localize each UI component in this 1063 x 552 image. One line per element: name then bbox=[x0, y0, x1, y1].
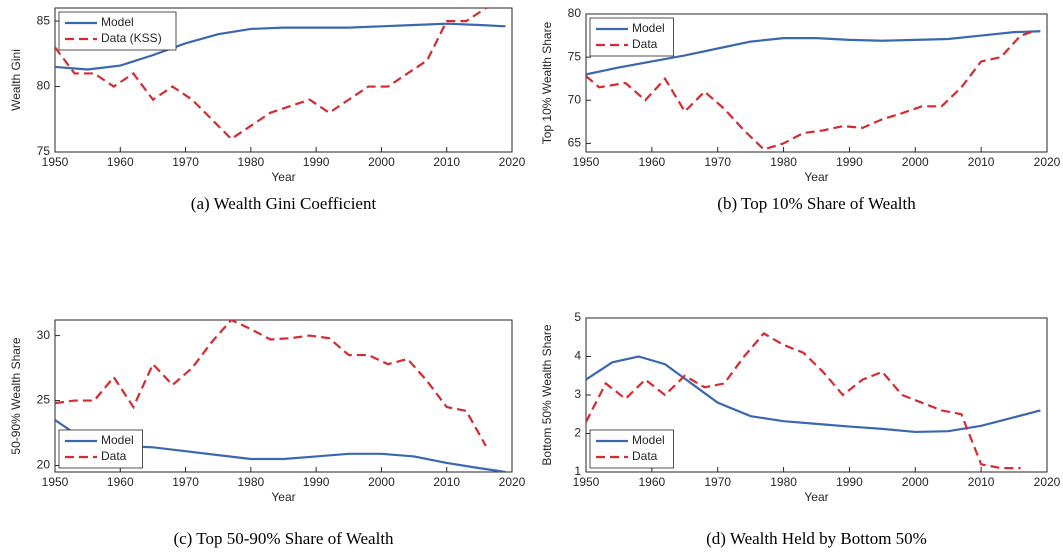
legend-label: Model bbox=[632, 21, 665, 35]
subplot: 1950 1960 1970 1980 1990 2000 2010 2020202530Ye… bbox=[9, 319, 526, 548]
y-tick-label: 70 bbox=[568, 92, 582, 106]
legend-label: Model bbox=[101, 15, 134, 29]
x-axis-label: Year bbox=[804, 170, 828, 184]
legend-box bbox=[589, 17, 674, 57]
x-tick-label: 1980 bbox=[770, 155, 797, 169]
x-tick-label: 2000 bbox=[902, 155, 929, 169]
subplot: 1950 1960 1970 1980 1990 2000 2010 2020 75 80 85 Ye… bbox=[9, 7, 526, 213]
series-line bbox=[55, 8, 487, 141]
x-tick-label: 2010 bbox=[433, 155, 460, 169]
series-line bbox=[586, 355, 1041, 434]
y-tick-label: 75 bbox=[37, 144, 51, 158]
legend-label: Data bbox=[101, 449, 127, 463]
x-tick-label: 2000 bbox=[902, 475, 929, 489]
x-axis-label: Year bbox=[271, 490, 295, 504]
x-tick-label: 2020 bbox=[499, 155, 526, 169]
x-tick-label: 1950 bbox=[42, 155, 69, 169]
x-tick-label: 1970 bbox=[172, 475, 199, 489]
y-axis-label: Top 10% Wealth Share bbox=[540, 21, 554, 144]
x-tick-label: 2020 bbox=[1034, 155, 1061, 169]
y-tick-label: 75 bbox=[568, 49, 582, 63]
axes-box bbox=[54, 7, 513, 153]
y-tick-label: 65 bbox=[568, 136, 582, 150]
x-axis-label: Year bbox=[271, 170, 295, 184]
x-tick-label: 2010 bbox=[968, 475, 995, 489]
x-tick-label: 1960 bbox=[107, 155, 134, 169]
legend-label: Model bbox=[101, 433, 134, 447]
legend-box bbox=[589, 429, 674, 469]
axes-box bbox=[585, 317, 1048, 473]
y-tick-label: 20 bbox=[37, 458, 51, 472]
x-tick-label: 1990 bbox=[836, 475, 863, 489]
x-tick-label: 1950 bbox=[573, 155, 600, 169]
y-tick-label: 85 bbox=[37, 13, 51, 27]
x-tick-label: 1980 bbox=[238, 155, 265, 169]
subplot: 1950 1960 1970 1980 1990 2000 2010 2020 65 70 75 80… bbox=[540, 6, 1060, 213]
x-tick-label: 2000 bbox=[368, 475, 395, 489]
subplot: 1950 1960 1970 1980 1990 2000 2010 2020 1 2 3 4 5 Yea… bbox=[540, 310, 1060, 548]
x-tick-label: 1950 bbox=[42, 475, 69, 489]
y-axis-label: 50-90% Wealth Share bbox=[9, 337, 23, 455]
x-tick-label: 2020 bbox=[1034, 475, 1061, 489]
x-tick-label: 1990 bbox=[303, 475, 330, 489]
legend-label: Data bbox=[632, 449, 658, 463]
x-tick-label: 1970 bbox=[704, 155, 731, 169]
x-tick-label: 1970 bbox=[172, 155, 199, 169]
y-tick-label: 3 bbox=[574, 387, 581, 401]
x-tick-label: 1970 bbox=[704, 475, 731, 489]
y-tick-label: 4 bbox=[574, 349, 581, 363]
series-line bbox=[586, 331, 1021, 470]
caption: (d) Wealth Held by Bottom 50% bbox=[706, 529, 927, 548]
x-tick-label: 2000 bbox=[368, 155, 395, 169]
y-tick-label: 80 bbox=[37, 79, 51, 93]
x-tick-label: 2010 bbox=[433, 475, 460, 489]
y-axis-label: Bottom 50% Wealth Share bbox=[540, 324, 554, 466]
axes-box bbox=[54, 319, 513, 473]
y-tick-label: 25 bbox=[37, 393, 51, 407]
x-tick-label: 1960 bbox=[639, 155, 666, 169]
caption: (b) Top 10% Share of Wealth bbox=[717, 194, 916, 213]
x-tick-label: 2010 bbox=[968, 155, 995, 169]
x-tick-label: 2020 bbox=[499, 475, 526, 489]
legend-box bbox=[58, 429, 143, 469]
x-tick-label: 1950 bbox=[573, 475, 600, 489]
series-line bbox=[55, 22, 506, 71]
x-tick-label: 1960 bbox=[639, 475, 666, 489]
axes-box bbox=[585, 13, 1048, 153]
y-tick-label: 80 bbox=[568, 6, 582, 20]
y-tick-label: 30 bbox=[37, 328, 51, 342]
x-tick-label: 1990 bbox=[836, 155, 863, 169]
series-line bbox=[586, 30, 1035, 151]
caption: (c) Top 50-90% Share of Wealth bbox=[173, 529, 394, 548]
caption: (a) Wealth Gini Coefficient bbox=[191, 194, 377, 213]
x-tick-label: 1980 bbox=[238, 475, 265, 489]
x-tick-label: 1990 bbox=[303, 155, 330, 169]
y-tick-label: 5 bbox=[574, 310, 581, 324]
x-axis-label: Year bbox=[804, 490, 828, 504]
y-tick-label: 1 bbox=[574, 464, 581, 478]
legend-label: Data bbox=[632, 37, 658, 51]
x-tick-label: 1980 bbox=[770, 475, 797, 489]
legend-box bbox=[58, 11, 177, 51]
legend-label: Model bbox=[632, 433, 665, 447]
x-tick-label: 1960 bbox=[107, 475, 134, 489]
y-axis-label: Wealth Gini bbox=[9, 49, 23, 111]
series-line bbox=[586, 30, 1041, 76]
y-tick-label: 2 bbox=[574, 426, 581, 440]
series-line bbox=[55, 320, 487, 447]
legend-label: Data (KSS) bbox=[101, 31, 162, 45]
